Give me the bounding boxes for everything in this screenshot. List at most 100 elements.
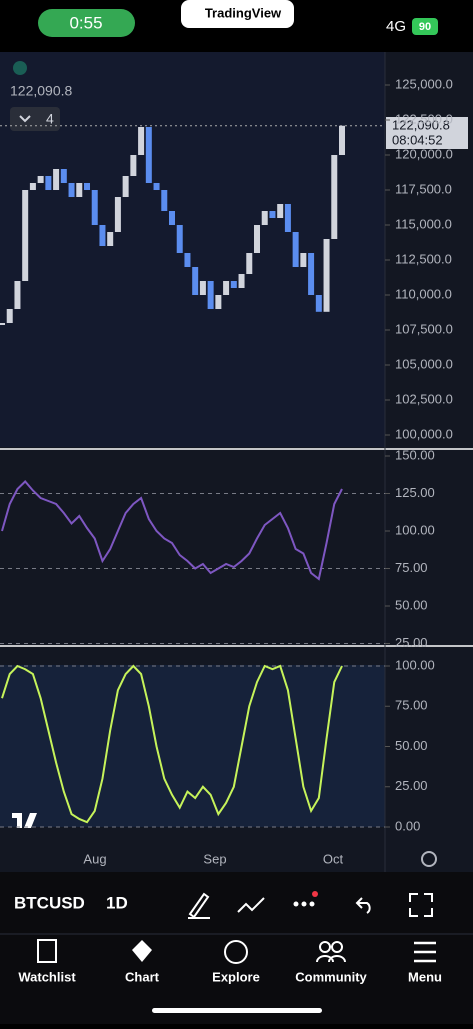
candle (331, 155, 338, 239)
nav-label[interactable]: Chart (125, 969, 160, 984)
symbol[interactable]: BTCUSD (14, 893, 85, 912)
candle (207, 281, 214, 309)
x-label: Sep (203, 851, 226, 866)
candle (138, 127, 145, 155)
candle (0, 323, 5, 325)
chevron (19, 115, 31, 123)
status-dot (13, 61, 27, 75)
candle (176, 225, 183, 253)
logo (12, 813, 37, 828)
candle (269, 211, 276, 218)
time-pill (38, 9, 135, 37)
candle (292, 232, 299, 267)
candle (261, 211, 268, 225)
candle (230, 281, 237, 288)
candle (60, 169, 67, 183)
more-icon[interactable] (293, 891, 319, 907)
candle (14, 281, 21, 309)
candle (122, 176, 129, 197)
price-label-bg (386, 117, 468, 149)
candle (76, 183, 83, 197)
candle (145, 127, 152, 183)
chart-icon[interactable] (132, 940, 152, 962)
candle (300, 253, 307, 267)
candle (6, 309, 13, 323)
candle (37, 176, 44, 183)
axis-label: 125.00 (395, 485, 435, 500)
x-label: Oct (323, 851, 344, 866)
battery (412, 18, 438, 35)
x-label: Aug (83, 851, 106, 866)
axis-label: 25.00 (395, 635, 428, 650)
candle (84, 183, 90, 190)
indicator-icon[interactable] (237, 897, 265, 913)
nav-label[interactable]: Menu (408, 969, 442, 984)
community-icon[interactable] (316, 941, 346, 963)
explore-icon[interactable] (224, 940, 248, 964)
countdown: 08:04:52 (392, 132, 443, 147)
nav-label[interactable]: Community (295, 969, 367, 984)
legend-price: 122,090.8 (10, 83, 72, 99)
axis-label: 100.00 (395, 657, 435, 672)
candle (114, 197, 121, 232)
candle (130, 155, 137, 176)
axis-label: 120,000.0 (395, 146, 453, 161)
candle (284, 204, 291, 232)
candle (246, 253, 253, 274)
candle (339, 125, 345, 155)
candle (91, 190, 98, 225)
menu-icon[interactable] (414, 941, 436, 963)
candle (29, 183, 36, 190)
axis-label: 110,000.0 (395, 286, 452, 301)
app-pill (181, 0, 294, 28)
candle (238, 274, 245, 288)
candle (323, 239, 330, 312)
axis-label: 112,500.0 (395, 251, 452, 266)
axis-label: 107,500.0 (395, 321, 453, 336)
axis-label: 0.00 (395, 818, 420, 833)
legend-toggle[interactable] (10, 107, 60, 131)
candle (199, 281, 206, 295)
axis-label: 115,000.0 (395, 216, 452, 231)
axis-label: 100.00 (395, 522, 435, 537)
axis-label: 100,000.0 (395, 426, 453, 441)
candle (184, 253, 191, 267)
interval[interactable]: 1D (106, 893, 128, 912)
axis-label: 122,500.0 (395, 111, 453, 126)
app-name: TradingView (205, 5, 282, 20)
axis-label: 50.00 (395, 738, 428, 753)
candle (192, 267, 199, 295)
candle (277, 204, 284, 218)
axis-label: 50.00 (395, 597, 428, 612)
axis-label: 125,000.0 (395, 76, 453, 91)
battery-level: 90 (419, 21, 431, 33)
fullscreen-icon[interactable] (409, 893, 433, 917)
axis-label: 25.00 (395, 778, 428, 793)
draw-icon[interactable] (188, 892, 210, 919)
nav-label[interactable]: Explore (212, 969, 260, 984)
candle (107, 232, 114, 246)
candle (53, 169, 60, 190)
candle (22, 190, 29, 281)
candle (153, 183, 160, 190)
home-indicator (152, 1008, 322, 1013)
candle (315, 295, 322, 312)
undo-icon[interactable] (355, 897, 371, 914)
rsi-line (1, 480, 343, 581)
axis-label: 117,500.0 (395, 181, 452, 196)
toolbar (0, 872, 473, 934)
axis-label: 75.00 (395, 698, 428, 713)
candle (161, 190, 168, 211)
axis-label: 150.00 (395, 447, 435, 462)
candle (99, 225, 106, 246)
watchlist-icon[interactable] (37, 939, 57, 963)
candle (45, 176, 52, 190)
nav-label[interactable]: Watchlist (18, 969, 76, 984)
candle (68, 183, 75, 197)
settings-icon[interactable] (421, 851, 437, 867)
candle (215, 295, 222, 309)
candle (169, 211, 175, 225)
axis-label: 105,000.0 (395, 356, 453, 371)
